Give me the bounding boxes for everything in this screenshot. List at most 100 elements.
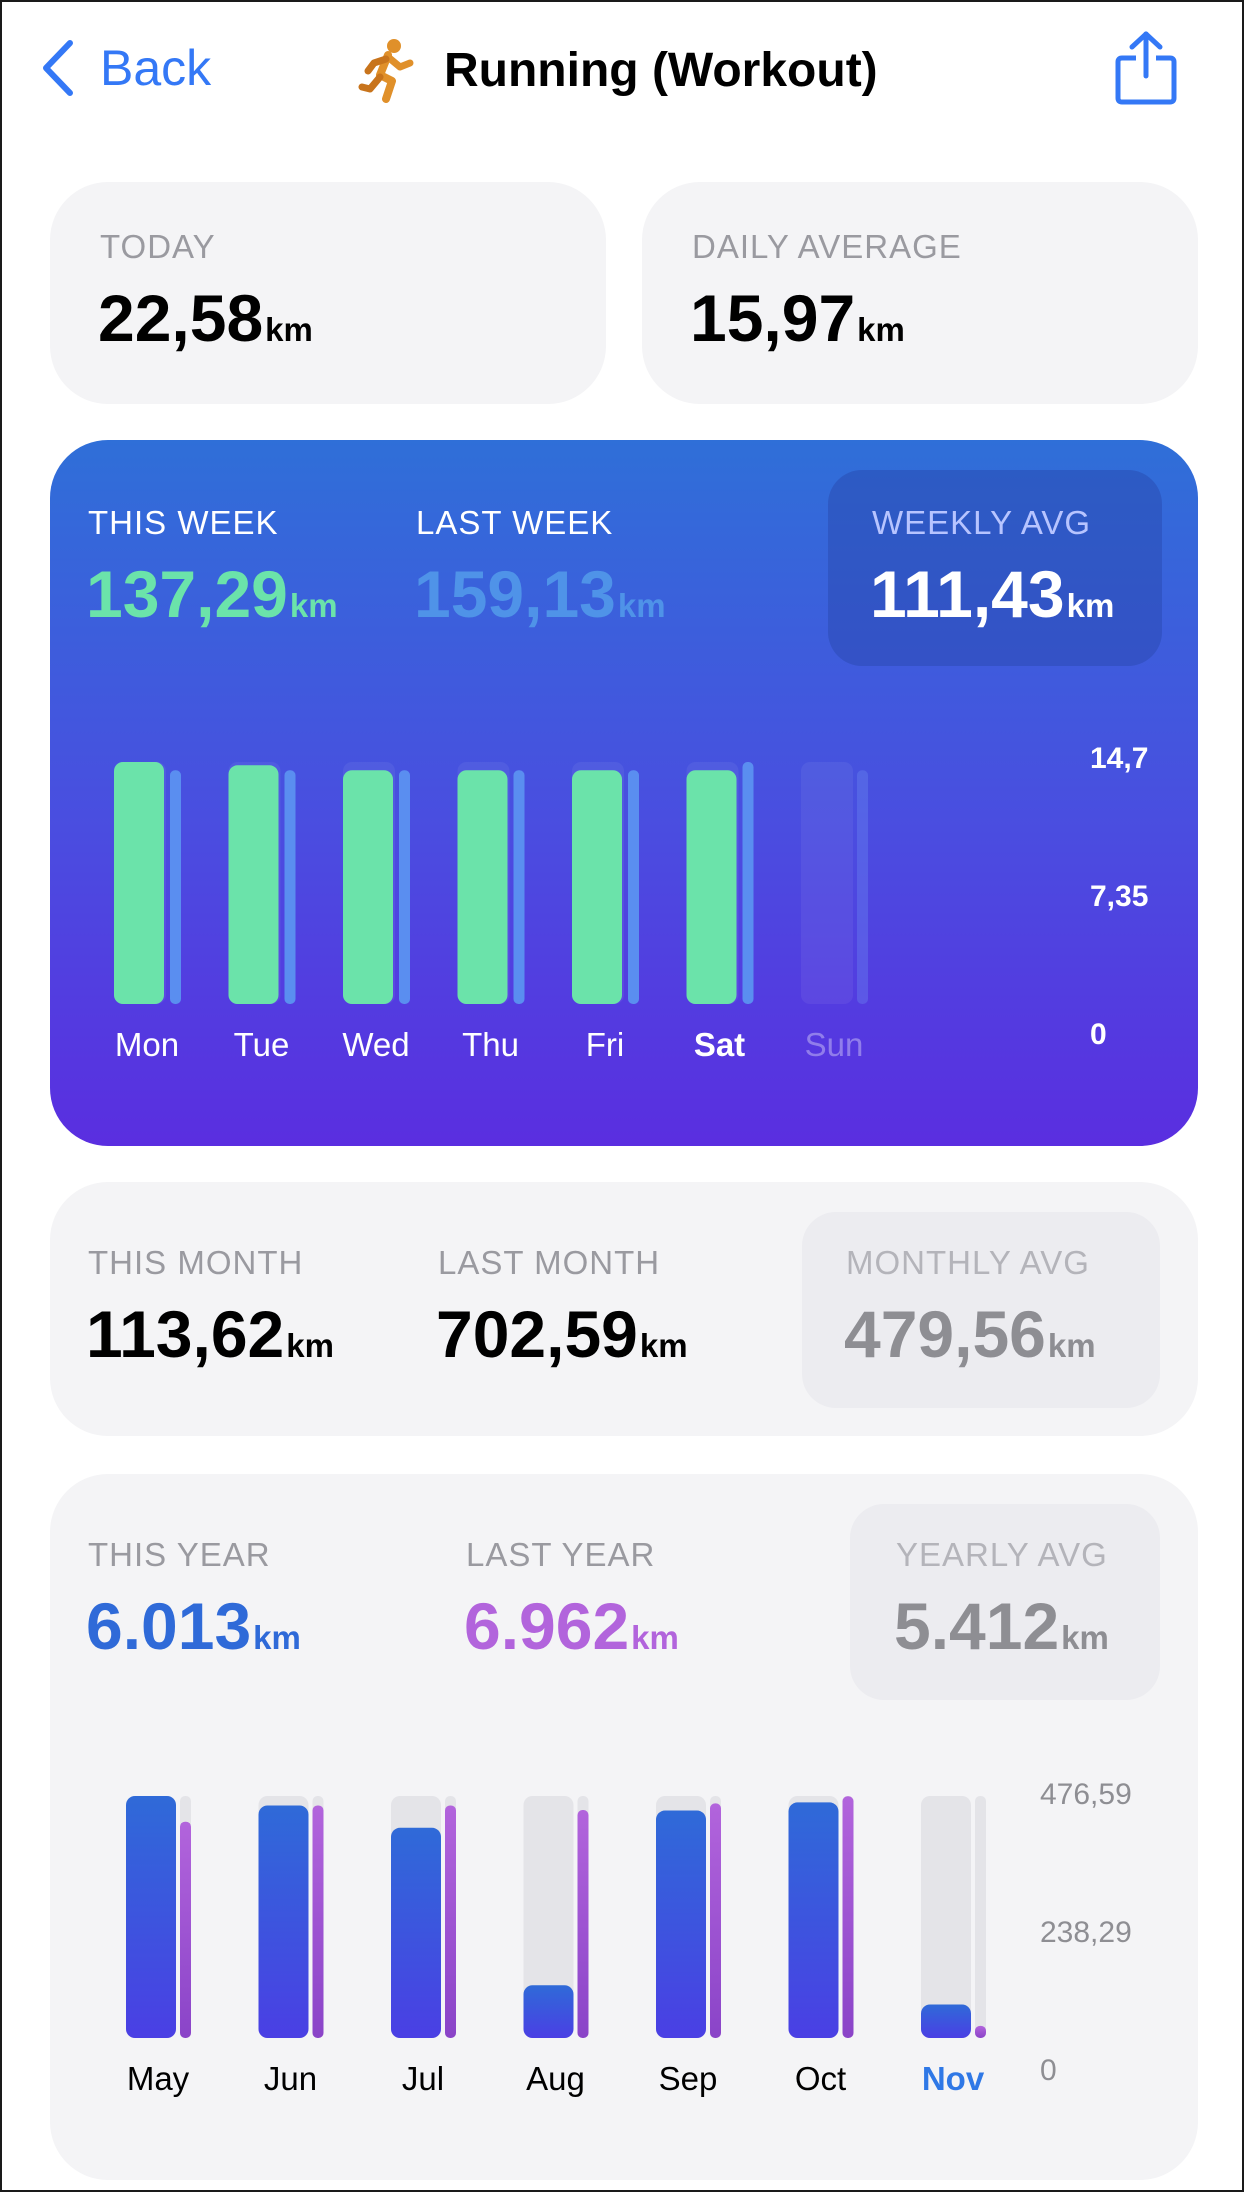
last-year-bar <box>445 1805 456 2038</box>
last-week-bar <box>284 770 296 1004</box>
month-label: Nov <box>922 2060 985 2097</box>
yearly-avg-number: 5.412 <box>894 1589 1060 1663</box>
month-bar-track <box>921 1796 971 2038</box>
this-month-label: THIS MONTH <box>88 1244 304 1281</box>
last-week-bar <box>513 770 525 1004</box>
daily-average-card: DAILY AVERAGE 15,97 km <box>642 182 1198 404</box>
month-label: Oct <box>795 2060 846 2097</box>
week-y-tick-label: 7,35 <box>1090 880 1148 913</box>
this-year-number: 6.013 <box>86 1589 252 1663</box>
month-y-tick-label: 238,29 <box>1040 1916 1132 1949</box>
month-label: Jul <box>402 2060 444 2097</box>
last-year-bar <box>180 1821 191 2038</box>
monthly-avg-label: MONTHLY AVG <box>846 1244 1090 1281</box>
today-number: 22,58 <box>98 281 264 355</box>
daily-average-unit: km <box>857 311 905 348</box>
month-card: THIS MONTH 113,62 km LAST MONTH 702,59 km … <box>50 1182 1198 1436</box>
last-year-bar <box>710 1803 721 2038</box>
last-year-bar <box>975 2025 986 2038</box>
monthly-avg-value: 479,56 km <box>844 1296 1096 1372</box>
weekly-avg-unit: km <box>1066 587 1115 624</box>
title-group: Running (Workout) <box>358 32 878 108</box>
last-year-bar <box>842 1796 854 2038</box>
daily-average-label: DAILY AVERAGE <box>692 228 962 265</box>
yearly-avg-box <box>850 1504 1160 1700</box>
week-day-label: Fri <box>586 1026 624 1063</box>
week-day-label: Sun <box>805 1026 864 1063</box>
last-month-number: 702,59 <box>436 1297 638 1371</box>
last-year-label: LAST YEAR <box>466 1536 656 1573</box>
yearly-avg-unit: km <box>1061 1619 1109 1656</box>
month-thin-track <box>975 1796 986 2038</box>
last-year-bar <box>312 1805 324 2038</box>
daily-average-number: 15,97 <box>690 281 856 355</box>
last-week-bar <box>628 770 639 1004</box>
last-week-bar <box>399 770 410 1004</box>
last-month-label: LAST MONTH <box>438 1244 661 1281</box>
this-week-bar <box>572 770 622 1004</box>
today-value: 22,58 km <box>98 280 313 356</box>
week-day-label: Wed <box>342 1026 409 1063</box>
yearly-avg-label: YEARLY AVG <box>896 1536 1108 1573</box>
this-week-bar <box>114 762 164 1004</box>
last-week-bar <box>742 762 754 1004</box>
last-week-bar <box>857 770 868 1004</box>
month-y-tick-label: 476,59 <box>1040 1778 1132 1811</box>
back-label: Back <box>100 40 212 96</box>
this-year-bar <box>788 1802 839 2038</box>
weekly-bar-chart: Mon Tue Wed Thu Fri Sat Sun 14,7 7,35 0 <box>114 742 1148 1063</box>
running-figure-icon <box>358 39 414 103</box>
last-year-bar <box>577 1810 589 2038</box>
today-card: TODAY 22,58 km <box>50 182 606 404</box>
page-title: Running (Workout) <box>444 43 878 97</box>
last-week-number: 159,13 <box>414 557 616 631</box>
month-label: May <box>127 2060 190 2097</box>
daily-average-value: 15,97 km <box>690 280 905 356</box>
this-week-bar <box>686 770 737 1004</box>
this-week-bar <box>457 770 508 1004</box>
chevron-left-icon <box>43 40 73 96</box>
this-week-unit: km <box>289 587 338 624</box>
this-year-bar <box>656 1810 706 2038</box>
last-month-value: 702,59 km <box>436 1296 688 1372</box>
nav-bar: Back Running (Workout) <box>2 2 1242 142</box>
year-card: THIS YEAR 6.013 km LAST YEAR 6.962 km YEAR… <box>50 1474 1198 2180</box>
last-year-value: 6.962 km <box>464 1588 679 1664</box>
this-year-bar <box>258 1805 309 2038</box>
week-day-label: Mon <box>115 1026 179 1063</box>
last-year-number: 6.962 <box>464 1589 630 1663</box>
last-week-bar <box>170 770 181 1004</box>
monthly-avg-unit: km <box>1047 1327 1096 1364</box>
this-month-number: 113,62 <box>86 1297 285 1371</box>
month-label: Aug <box>526 2060 585 2097</box>
last-month-unit: km <box>639 1327 688 1364</box>
this-year-bar <box>126 1796 176 2038</box>
week-day-label: Thu <box>462 1026 519 1063</box>
share-icon[interactable] <box>1114 30 1178 106</box>
yearly-avg-value: 5.412 km <box>894 1588 1109 1664</box>
last-week-unit: km <box>617 587 666 624</box>
this-year-bar <box>921 2004 971 2038</box>
this-year-unit: km <box>253 1619 301 1656</box>
week-card: THIS WEEK 137,29 km LAST WEEK 159,13 km WE… <box>50 440 1198 1146</box>
week-bar-track <box>801 762 853 1004</box>
weekly-avg-box <box>828 470 1162 666</box>
last-year-unit: km <box>631 1619 679 1656</box>
this-week-label: THIS WEEK <box>88 504 279 541</box>
month-label: Sep <box>659 2060 718 2097</box>
back-button[interactable]: Back <box>40 32 211 104</box>
weekly-avg-number: 111,43 <box>870 557 1065 631</box>
this-week-value: 137,29 km <box>86 556 338 632</box>
month-y-tick-label: 0 <box>1040 2054 1057 2087</box>
weekly-avg-label: WEEKLY AVG <box>872 504 1092 541</box>
this-year-value: 6.013 km <box>86 1588 301 1664</box>
this-year-label: THIS YEAR <box>88 1536 271 1573</box>
month-bar-track <box>523 1796 574 2038</box>
week-day-label: Tue <box>234 1026 290 1063</box>
month-label: Jun <box>264 2060 317 2097</box>
this-week-bar <box>343 770 393 1004</box>
today-unit: km <box>265 311 313 348</box>
week-day-label: Sat <box>694 1026 745 1063</box>
monthly-bar-chart: May Jun Jul Aug Sep Oct Nov 476,59 238,29 0 <box>126 1778 1132 2097</box>
week-y-tick-label: 0 <box>1090 1018 1107 1051</box>
